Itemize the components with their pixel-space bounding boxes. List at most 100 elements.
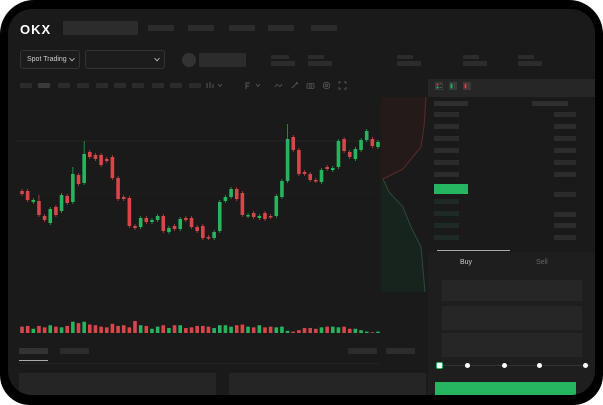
nav-item[interactable]	[188, 25, 214, 31]
timeframe-button[interactable]	[170, 83, 182, 88]
market-type-select[interactable]: Spot Trading	[20, 50, 80, 69]
volume-bar	[133, 321, 137, 333]
volume-bar	[144, 325, 149, 333]
candle-body	[308, 174, 312, 180]
tab-order-history[interactable]	[60, 348, 89, 354]
timeframe-button[interactable]	[58, 83, 70, 88]
spread	[554, 192, 576, 197]
slider-stop-50[interactable]	[502, 363, 507, 368]
candle-body	[121, 197, 126, 199]
volume-bar	[359, 330, 363, 333]
divider	[19, 363, 379, 364]
stat-label	[518, 55, 534, 59]
candle-body	[54, 207, 58, 215]
nav-item[interactable]	[268, 25, 294, 31]
tab-indicator	[19, 360, 48, 361]
candlestick-chart[interactable]	[16, 97, 382, 342]
timeframe-button[interactable]	[38, 83, 50, 88]
pair-select[interactable]	[85, 50, 165, 69]
orderbook-both-icon[interactable]	[435, 82, 443, 90]
filter-button[interactable]	[386, 348, 415, 354]
timeframe-button[interactable]	[132, 83, 144, 88]
volume-bar	[37, 325, 41, 333]
timeframe-button[interactable]	[77, 83, 89, 88]
candle-body	[178, 219, 183, 229]
timeframe-button[interactable]	[152, 83, 164, 88]
volume-bar	[240, 324, 245, 333]
volume-bar	[263, 327, 267, 333]
slider-stop-75[interactable]	[537, 363, 542, 368]
orderbook-bids-icon[interactable]	[449, 82, 457, 90]
amount-input[interactable]	[442, 306, 582, 330]
line-tool-icon[interactable]	[274, 81, 283, 90]
candle-body	[353, 149, 358, 159]
stat-label	[271, 55, 289, 59]
fullscreen-icon[interactable]	[338, 81, 347, 90]
draw-tool-icon[interactable]	[290, 81, 299, 90]
nav-item[interactable]	[148, 25, 174, 31]
volume-bar	[116, 325, 120, 333]
candle-body	[297, 150, 301, 174]
okx-logo[interactable]: OKX	[20, 22, 52, 37]
candle-body	[359, 140, 363, 150]
tab-sell[interactable]: Sell	[536, 259, 548, 266]
volume-bar	[172, 325, 177, 333]
amount-slider-track[interactable]	[440, 365, 590, 366]
orderbook-asks-icon[interactable]	[463, 82, 471, 90]
candle-body	[336, 141, 341, 167]
total-input[interactable]	[442, 333, 582, 357]
volume-bar	[25, 325, 30, 333]
ask-amount	[554, 148, 576, 153]
volume-bar	[291, 331, 296, 333]
candle-body	[347, 152, 352, 157]
volume-bar	[65, 325, 70, 333]
candle-body	[257, 216, 262, 218]
buy-button[interactable]	[435, 382, 576, 395]
slider-handle[interactable]	[436, 362, 443, 369]
candle-body	[155, 216, 160, 220]
tab-open-orders[interactable]	[19, 348, 48, 354]
candle-body	[133, 226, 137, 228]
candle-body	[127, 198, 132, 226]
candle-body	[268, 216, 273, 218]
volume-bar	[353, 328, 358, 333]
orders-panel	[19, 373, 216, 395]
ask-amount	[554, 112, 576, 117]
slider-stop-100[interactable]	[583, 363, 588, 368]
ask-amount	[554, 136, 576, 141]
candle-body	[138, 218, 143, 227]
stat-value	[397, 61, 421, 66]
slider-stop-25[interactable]	[465, 363, 470, 368]
volume-bar	[99, 326, 103, 333]
timeframe-button[interactable]	[189, 83, 201, 88]
candle-body	[184, 218, 188, 220]
timeframe-button[interactable]	[96, 83, 108, 88]
search-placeholder[interactable]	[63, 21, 138, 35]
tab-buy[interactable]: Buy	[460, 259, 473, 266]
volume-bar	[206, 326, 211, 333]
candle-body	[99, 155, 103, 165]
stat-label	[463, 55, 479, 59]
camera-icon[interactable]	[306, 81, 315, 90]
volume-bar	[234, 325, 239, 333]
candle-body	[319, 170, 324, 182]
candle-body	[42, 216, 47, 220]
nav-item[interactable]	[311, 25, 337, 31]
filter-button[interactable]	[348, 348, 377, 354]
settings-icon[interactable]	[322, 81, 331, 90]
indicator-icon[interactable]	[244, 81, 262, 90]
candle-type-icon[interactable]	[206, 81, 224, 90]
volume-bar	[212, 328, 216, 333]
nav-item[interactable]	[229, 25, 255, 31]
candle-body	[167, 228, 171, 232]
candle-body	[104, 159, 109, 161]
candle-body	[251, 213, 256, 217]
ask-price	[434, 148, 459, 153]
price-input[interactable]	[442, 280, 582, 301]
volume-bar	[274, 327, 279, 333]
stat-value	[308, 61, 332, 66]
timeframe-button[interactable]	[20, 83, 32, 88]
timeframe-button[interactable]	[114, 83, 126, 88]
candle-body	[31, 200, 36, 202]
candle-body	[217, 202, 222, 231]
